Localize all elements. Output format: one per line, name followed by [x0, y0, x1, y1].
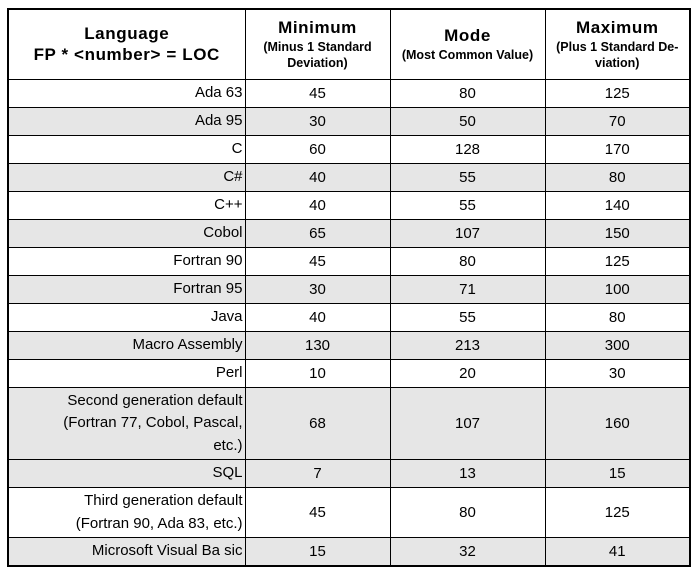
maximum-cell: 125 — [544, 78, 691, 108]
language-cell: Microsoft Visual Ba sic — [7, 537, 246, 566]
language-cell: Fortran 95 — [7, 274, 246, 304]
language-cell: Macro Assembly — [7, 330, 246, 360]
language-header-title: Language — [84, 24, 170, 43]
mode-cell: 107 — [389, 386, 546, 460]
fp-loc-conversion-table: Language FP * <number> = LOC Minimum (Mi… — [7, 8, 691, 567]
language-cell: SQL — [7, 459, 246, 488]
minimum-cell: 30 — [244, 106, 391, 136]
mode-cell: 50 — [389, 106, 546, 136]
mode-cell: 55 — [389, 302, 546, 332]
maximum-cell: 80 — [544, 162, 691, 192]
minimum-cell: 10 — [244, 358, 391, 388]
maximum-cell: 15 — [544, 459, 691, 488]
language-cell: Third generation default (Fortran 90, Ad… — [7, 487, 246, 538]
table-row-java: Java 40 55 80 — [7, 302, 691, 332]
minimum-cell: 60 — [244, 134, 391, 164]
language-cell: C# — [7, 162, 246, 192]
table-row-sql: SQL 7 13 15 — [7, 459, 691, 488]
maximum-header-title: Maximum — [575, 17, 659, 37]
minimum-column-header: Minimum (Minus 1 Standard Deviation) — [244, 8, 391, 80]
maximum-cell: 160 — [544, 386, 691, 460]
maximum-cell: 100 — [544, 274, 691, 304]
mode-cell: 55 — [389, 190, 546, 220]
minimum-cell: 68 — [244, 386, 391, 460]
language-cell: Ada 63 — [7, 78, 246, 108]
language-cell: Second generation default (Fortran 77, C… — [7, 386, 246, 460]
language-cell: Perl — [7, 358, 246, 388]
minimum-cell: 40 — [244, 190, 391, 220]
maximum-cell: 80 — [544, 302, 691, 332]
mode-cell: 80 — [389, 487, 546, 538]
language-column-header: Language FP * <number> = LOC — [7, 8, 246, 80]
maximum-cell: 125 — [544, 246, 691, 276]
mode-cell: 213 — [389, 330, 546, 360]
maximum-cell: 150 — [544, 218, 691, 248]
minimum-cell: 65 — [244, 218, 391, 248]
mode-cell: 71 — [389, 274, 546, 304]
maximum-cell: 140 — [544, 190, 691, 220]
mode-cell: 32 — [389, 537, 546, 566]
table-row-csharp: C# 40 55 80 — [7, 162, 691, 192]
minimum-header-title: Minimum — [278, 17, 357, 37]
table-row-third-generation-default: Third generation default (Fortran 90, Ad… — [7, 487, 691, 538]
mode-cell: 107 — [389, 218, 546, 248]
table-row-microsoft-visual-basic: Microsoft Visual Ba sic 15 32 41 — [7, 537, 691, 566]
minimum-cell: 40 — [244, 302, 391, 332]
maximum-column-header: Maximum (Plus 1 Standard De- viation) — [544, 8, 691, 80]
minimum-cell: 15 — [244, 537, 391, 566]
language-cell: C — [7, 134, 246, 164]
language-cell: Ada 95 — [7, 106, 246, 136]
table-row-fortran-95: Fortran 95 30 71 100 — [7, 274, 691, 304]
maximum-cell: 41 — [544, 537, 691, 566]
mode-header-title: Mode — [444, 26, 491, 45]
maximum-cell: 300 — [544, 330, 691, 360]
mode-cell: 80 — [389, 78, 546, 108]
maximum-cell: 70 — [544, 106, 691, 136]
mode-column-header: Mode (Most Common Value) — [389, 8, 546, 80]
table-row-ada-95: Ada 95 30 50 70 — [7, 106, 691, 136]
table-row-ada-63: Ada 63 45 80 125 — [7, 78, 691, 108]
mode-header-subtitle: (Most Common Value) — [401, 48, 534, 63]
minimum-cell: 30 — [244, 274, 391, 304]
maximum-header-subtitle: (Plus 1 Standard De- viation) — [556, 40, 679, 71]
mode-cell: 128 — [389, 134, 546, 164]
mode-cell: 13 — [389, 459, 546, 488]
maximum-cell: 30 — [544, 358, 691, 388]
language-cell: C++ — [7, 190, 246, 220]
header-row: Language FP * <number> = LOC Minimum (Mi… — [7, 8, 691, 80]
maximum-cell: 125 — [544, 487, 691, 538]
minimum-cell: 130 — [244, 330, 391, 360]
table-row-cpp: C++ 40 55 140 — [7, 190, 691, 220]
minimum-cell: 45 — [244, 78, 391, 108]
language-cell: Cobol — [7, 218, 246, 248]
mode-cell: 55 — [389, 162, 546, 192]
table-row-macro-assembly: Macro Assembly 130 213 300 — [7, 330, 691, 360]
table-row-cobol: Cobol 65 107 150 — [7, 218, 691, 248]
table-row-perl: Perl 10 20 30 — [7, 358, 691, 388]
mode-cell: 20 — [389, 358, 546, 388]
maximum-cell: 170 — [544, 134, 691, 164]
table-row-fortran-90: Fortran 90 45 80 125 — [7, 246, 691, 276]
minimum-cell: 7 — [244, 459, 391, 488]
language-cell: Java — [7, 302, 246, 332]
language-cell: Fortran 90 — [7, 246, 246, 276]
table-row-second-generation-default: Second generation default (Fortran 77, C… — [7, 386, 691, 460]
mode-cell: 80 — [389, 246, 546, 276]
minimum-header-subtitle: (Minus 1 Standard Deviation) — [263, 40, 372, 71]
minimum-cell: 45 — [244, 246, 391, 276]
language-header-formula: FP * <number> = LOC — [33, 45, 220, 65]
minimum-cell: 40 — [244, 162, 391, 192]
minimum-cell: 45 — [244, 487, 391, 538]
table-row-c: C 60 128 170 — [7, 134, 691, 164]
